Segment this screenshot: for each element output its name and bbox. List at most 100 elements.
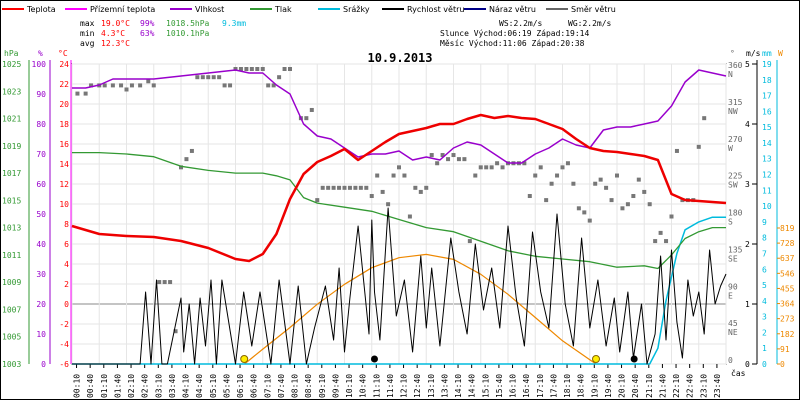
direction-point (598, 177, 603, 182)
rain-tick: 6 (762, 265, 767, 274)
direction-tick: 90 (728, 282, 738, 291)
direction-point (413, 185, 418, 190)
x-tick-label: 19:10 (590, 374, 599, 398)
direction-point (326, 185, 331, 190)
direction-point (173, 329, 178, 334)
direction-tick-letter: N (728, 70, 733, 79)
rain-tick: 18 (762, 76, 772, 85)
direction-point (260, 67, 265, 71)
direction-point (380, 189, 385, 194)
x-tick-label: 08:40 (304, 374, 313, 398)
x-tick-label: 06:40 (250, 374, 259, 398)
legend-label: Směr větru (571, 5, 616, 14)
stats-max-hum: 99% (140, 19, 155, 28)
stats-max-temp: 19.0°C (101, 19, 130, 28)
stats-ws: WS:2.2m/s (499, 19, 543, 28)
stats-avg-label: avg (80, 39, 95, 48)
direction-tick: 180 (728, 209, 743, 218)
direction-point (576, 206, 581, 211)
x-tick-label: 09:40 (331, 374, 340, 398)
direction-point (189, 148, 194, 153)
direction-point (331, 185, 336, 190)
x-tick-label: 23:10 (699, 374, 708, 398)
x-tick-label: 11:10 (372, 374, 381, 398)
x-tick-label: 14:10 (454, 374, 463, 398)
solar-tick: 182 (780, 330, 795, 339)
rain-tick: 13 (762, 155, 772, 164)
direction-point (200, 75, 205, 80)
humidity-tick: 100 (32, 60, 47, 69)
direction-point (571, 181, 576, 186)
direction-point (102, 83, 107, 88)
solar-tick: 0 (780, 360, 785, 369)
rain-tick: 15 (762, 123, 772, 132)
x-tick-label: 18:10 (563, 374, 572, 398)
direction-point (615, 173, 619, 178)
x-tick-label: 01:40 (113, 374, 122, 398)
rain-tick: 17 (762, 92, 772, 101)
direction-point (544, 198, 549, 203)
direction-point (157, 280, 162, 285)
direction-point (397, 165, 401, 170)
x-tick-label: 12:10 (400, 374, 409, 398)
pressure-tick: 1011 (2, 251, 21, 260)
direction-point (347, 185, 352, 190)
legend-label: Tlak (274, 5, 292, 14)
legend-label: Náraz větru (489, 5, 536, 14)
x-tick-label: 17:40 (549, 374, 558, 398)
x-tick-label: 22:40 (686, 374, 695, 398)
x-tick-label: 20:40 (631, 374, 640, 398)
direction-point (538, 165, 543, 170)
direction-point (435, 161, 440, 166)
x-tick-label: 17:10 (536, 374, 545, 398)
direction-point (138, 83, 143, 88)
humidity-tick: 60 (36, 180, 46, 189)
rain-tick: 10 (762, 202, 772, 211)
direction-point (315, 198, 320, 203)
direction-point (375, 173, 380, 178)
direction-point (353, 185, 358, 190)
direction-point (456, 157, 461, 162)
direction-point (664, 239, 669, 244)
humidity-tick: 0 (41, 360, 46, 369)
direction-point (674, 148, 679, 153)
x-tick-label: 05:10 (209, 374, 218, 398)
direction-point (467, 239, 472, 244)
x-tick-label: 13:10 (427, 374, 436, 398)
wind-tick: 0 (745, 360, 750, 369)
series-temperature (71, 113, 727, 263)
direction-point (151, 83, 156, 88)
stats-avg-temp: 12.3°C (101, 39, 130, 48)
x-tick-label: 00:10 (73, 374, 82, 398)
direction-point (625, 202, 630, 207)
direction-point (391, 173, 396, 178)
humidity-tick: 80 (36, 120, 46, 129)
x-tick-label: 22:10 (672, 374, 681, 398)
stats-min-label: min (80, 29, 95, 38)
direction-point (222, 83, 227, 88)
solar-tick: 273 (780, 315, 795, 324)
rain-tick: 8 (762, 234, 767, 243)
stats-sun: Slunce Východ:06:19 Západ:19:14 (440, 29, 589, 38)
direction-point (304, 116, 309, 121)
direction-point (179, 165, 183, 170)
x-tick-label: 10:10 (345, 374, 354, 398)
solar-tick: 546 (780, 269, 795, 278)
series-rain (72, 216, 726, 365)
direction-point (249, 67, 254, 71)
x-tick-label: 13:40 (440, 374, 449, 398)
rain-tick: 4 (762, 297, 767, 306)
stats-max-label: max (80, 19, 95, 28)
direction-point (696, 144, 701, 149)
rain-tick: 1 (762, 344, 767, 353)
wind-tick: 4 (745, 120, 750, 129)
direction-point (560, 165, 565, 170)
pressure-tick: 1019 (2, 142, 21, 151)
wind-tick: 2 (745, 240, 750, 249)
direction-point (407, 214, 412, 219)
temp-tick: 14 (59, 160, 69, 169)
direction-point (555, 173, 560, 178)
x-tick-label: 05:40 (222, 374, 231, 398)
direction-point (473, 173, 478, 178)
direction-point (636, 177, 641, 182)
